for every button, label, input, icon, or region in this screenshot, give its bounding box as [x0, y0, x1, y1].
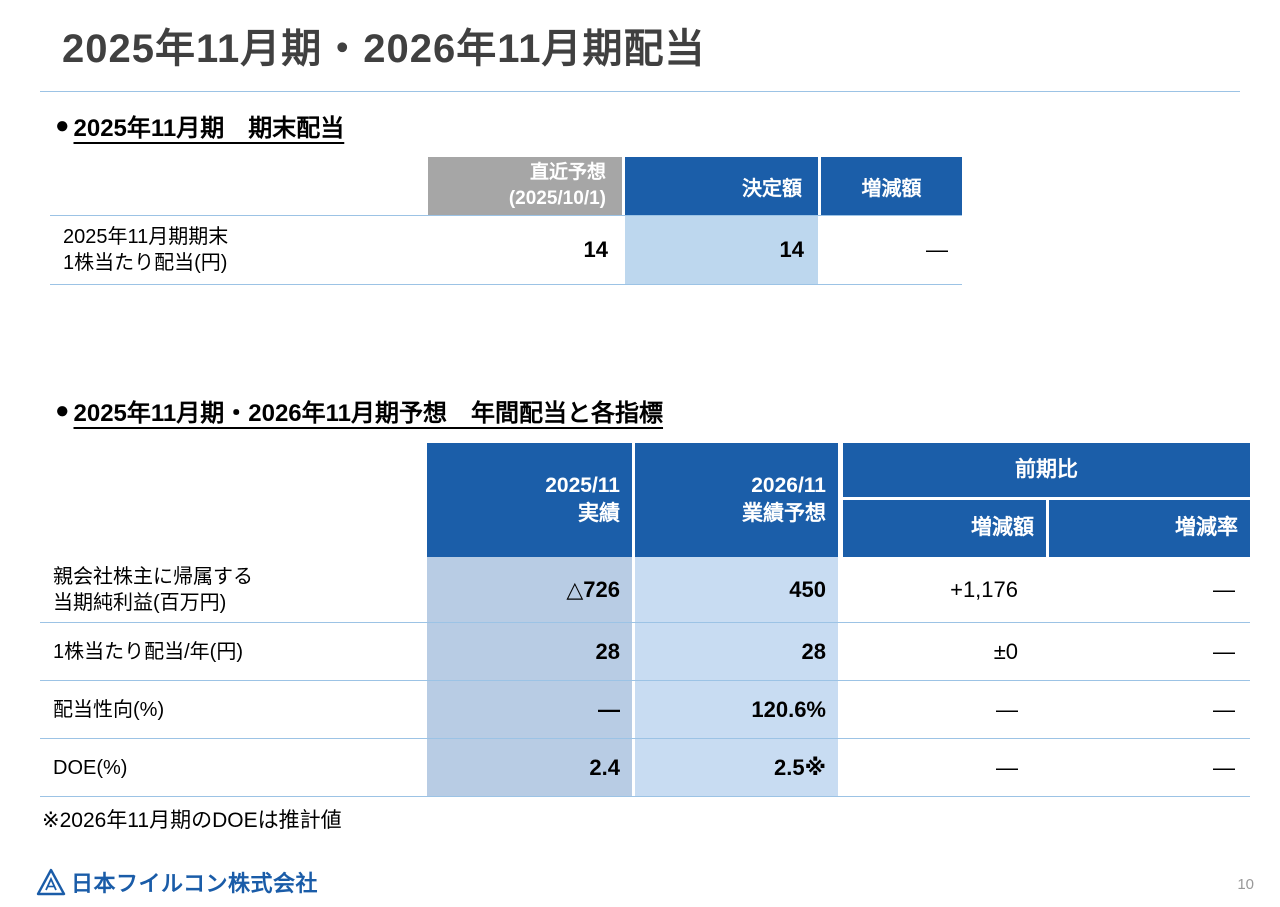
- header-fy2025-actual: 2025/11 実績: [427, 443, 632, 557]
- value-fy2025: —: [427, 681, 632, 738]
- value-fy2026: 2.5※: [632, 739, 838, 796]
- value-yoy-amount: ±0: [993, 638, 1018, 664]
- page-title: 2025年11月期・2026年11月期配当: [62, 27, 706, 71]
- value-fy2025: 2.4: [427, 739, 632, 796]
- company-name: 日本フイルコン株式会社: [71, 871, 319, 896]
- final-dividend-table: 直近予想 (2025/10/1) 決定額 増減額 2025年11月期期末 1株当…: [50, 157, 962, 285]
- value-fy2026: 120.6%: [632, 681, 838, 738]
- bullet-icon: ●: [55, 396, 70, 424]
- value-decided: 14: [622, 216, 818, 284]
- section1-heading: ● 2025年11月期 期末配当: [55, 108, 344, 143]
- page-number: 10: [1237, 876, 1254, 893]
- header-recent-forecast: 直近予想 (2025/10/1): [425, 157, 622, 215]
- annual-dividend-indicators-table: 2025/11 実績 2026/11 業績予想 前期比 増減額 増減率 親会社株…: [40, 443, 1250, 797]
- value-fy2025: 28: [427, 623, 632, 680]
- company-logo-icon: [36, 868, 66, 896]
- final-dividend-table-header: 直近予想 (2025/10/1) 決定額 増減額: [50, 157, 962, 215]
- value-yoy-amount: —: [996, 754, 1018, 780]
- table-row-dividend-per-share: 1株当たり配当/年(円) 28 28 ±0 —: [40, 623, 1250, 681]
- table-row: 2025年11月期期末 1株当たり配当(円) 14 14 —: [50, 215, 962, 285]
- header-yoy: 前期比: [838, 443, 1250, 500]
- value-yoy-rate: —: [1213, 754, 1235, 780]
- header-change-amount: 増減額: [818, 157, 962, 215]
- row-label: DOE(%): [53, 756, 128, 779]
- row-label: 親会社株主に帰属する 当期純利益(百万円): [53, 565, 253, 614]
- row-label-final-dividend: 2025年11月期期末 1株当たり配当(円): [63, 226, 229, 274]
- table-row-net-income: 親会社株主に帰属する 当期純利益(百万円) △726 450 +1,176 —: [40, 557, 1250, 623]
- row-label: 配当性向(%): [53, 698, 165, 721]
- value-yoy-rate: —: [1213, 696, 1235, 722]
- table-row-doe: DOE(%) 2.4 2.5※ — —: [40, 739, 1250, 797]
- title-divider: [40, 91, 1240, 92]
- value-fy2025: △726: [427, 557, 632, 622]
- header-yoy-amount: 増減額: [838, 500, 1046, 557]
- value-fy2026: 450: [632, 557, 838, 622]
- section2-heading: ● 2025年11月期・2026年11月期予想 年間配当と各指標: [55, 393, 663, 428]
- section1-heading-text: 2025年11月期 期末配当: [73, 115, 345, 142]
- value-forecast: 14: [583, 237, 608, 262]
- header-decided-amount: 決定額: [622, 157, 818, 215]
- empty-header-cell: [50, 157, 425, 215]
- doe-footnote: ※2026年11月期のDOEは推計値: [42, 809, 342, 832]
- value-yoy-amount: —: [996, 696, 1018, 722]
- table-row-payout-ratio: 配当性向(%) — 120.6% — —: [40, 681, 1250, 739]
- value-yoy-rate: —: [1213, 638, 1235, 664]
- value-yoy-amount: +1,176: [950, 576, 1018, 602]
- header-fy2026-forecast: 2026/11 業績予想: [632, 443, 838, 557]
- value-change: —: [926, 237, 948, 262]
- section2-heading-text: 2025年11月期・2026年11月期予想 年間配当と各指標: [73, 400, 664, 427]
- company-logo: 日本フイルコン株式会社: [36, 866, 318, 898]
- annual-table-header: 2025/11 実績 2026/11 業績予想 前期比 増減額 増減率: [40, 443, 1250, 557]
- bullet-icon: ●: [55, 111, 70, 139]
- row-label: 1株当たり配当/年(円): [53, 640, 243, 663]
- header-yoy-rate: 増減率: [1046, 500, 1250, 557]
- value-yoy-rate: —: [1213, 576, 1235, 602]
- value-fy2026: 28: [632, 623, 838, 680]
